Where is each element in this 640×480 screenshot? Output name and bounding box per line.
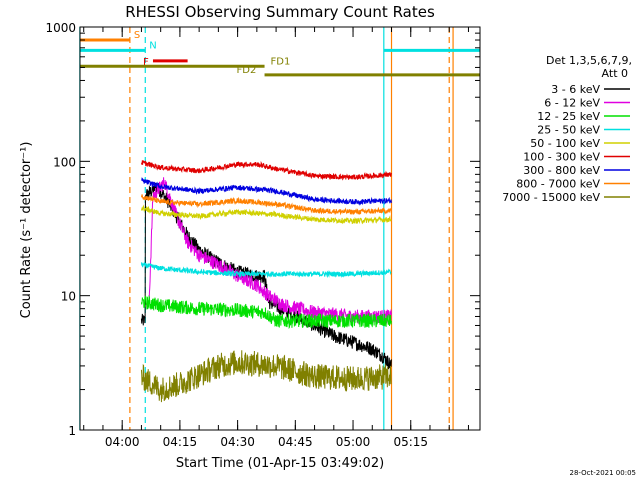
flag-label-fd2: FD2 [237, 65, 257, 76]
flag-label-n: N [149, 40, 156, 51]
x-tick-label-2: 04:30 [220, 435, 255, 449]
plot-frame [79, 26, 481, 431]
flag-label-s: S [134, 30, 140, 41]
y-axis-label: Count Rate (s⁻¹ detector⁻¹) [19, 142, 34, 319]
series-6-12-kev [148, 177, 392, 325]
x-tick-label-5: 05:15 [393, 435, 428, 449]
series-50-100-kev [140, 204, 392, 225]
timestamp: 28-Oct-2021 00:05 [570, 469, 636, 477]
y-tick-label-0: 1 [68, 424, 76, 438]
legend-label-300-800-kev: 300 - 800 keV [523, 164, 600, 177]
x-axis-label: Start Time (01-Apr-15 03:49:02) [176, 456, 384, 471]
series-12-25-kev [140, 294, 392, 330]
series-7000-15000-kev [140, 350, 392, 403]
series-25-50-kev [140, 262, 392, 279]
x-tick-label-1: 04:15 [163, 435, 198, 449]
legend-label-100-300-kev: 100 - 300 keV [523, 151, 600, 164]
plot-series [140, 160, 392, 403]
x-tick-label-3: 04:45 [278, 435, 313, 449]
legend-header-line2: Att 0 [602, 67, 628, 80]
legend-label-7000-15000-kev: 7000 - 15000 keV [502, 191, 600, 204]
series-800-7000-kev [140, 194, 392, 216]
legend-label-50-100-kev: 50 - 100 keV [530, 137, 600, 150]
x-tick-label-0: 04:00 [105, 435, 140, 449]
x-tick-label-4: 05:00 [336, 435, 371, 449]
legend-label-25-50-kev: 25 - 50 keV [537, 124, 600, 137]
series-300-800-kev [141, 177, 392, 206]
legend-label-3-6-kev: 3 - 6 keV [551, 83, 600, 96]
flag-label-f: F [143, 57, 149, 68]
legend-header-line1: Det 1,3,5,6,7,9, [546, 54, 632, 67]
y-tick-label-3: 1000 [45, 21, 76, 35]
flag-bars: SNF FD1 FD2 [79, 30, 480, 77]
legend-label-6-12-kev: 6 - 12 keV [544, 97, 600, 110]
legend-label-800-7000-kev: 800 - 7000 keV [516, 178, 600, 191]
axes: 1 10 100 1000 04:00 04:15 04:30 04:45 05:00 05:15 [45, 21, 480, 449]
legend-label-12-25-kev: 12 - 25 keV [537, 110, 600, 123]
flag-label-fd1: FD1 [271, 56, 291, 67]
chart-title: RHESSI Observing Summary Count Rates [125, 3, 435, 21]
series-100-300-kev [140, 160, 392, 181]
y-tick-label-2: 100 [53, 155, 76, 169]
y-tick-label-1: 10 [61, 290, 76, 304]
